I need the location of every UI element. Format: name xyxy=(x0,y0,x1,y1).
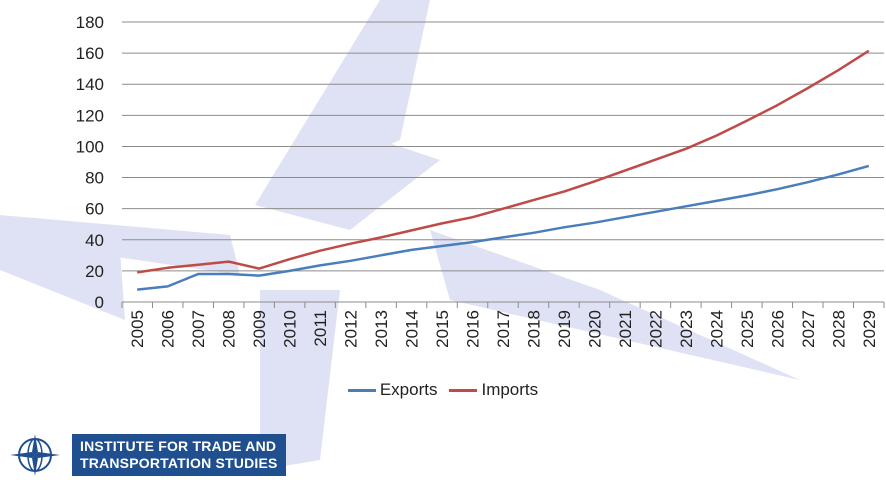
x-tick-label: 2027 xyxy=(799,310,818,348)
x-tick-label: 2024 xyxy=(707,310,726,348)
gridlines xyxy=(122,21,884,303)
x-tick-label: 2029 xyxy=(860,310,879,348)
legend-swatch-imports xyxy=(449,388,478,392)
y-tick-label: 160 xyxy=(76,44,104,63)
x-tick-label: 2007 xyxy=(189,310,208,348)
logo-text: INSTITUTE FOR TRADE AND TRANSPORTATION S… xyxy=(72,434,286,476)
x-tick-label: 2013 xyxy=(372,310,391,348)
x-tick-label: 2019 xyxy=(555,310,574,348)
y-tick-label: 180 xyxy=(76,13,104,32)
y-tick-label: 80 xyxy=(85,169,104,188)
x-tick-label: 2011 xyxy=(311,310,330,347)
legend-label-imports: Imports xyxy=(481,380,539,399)
x-tick-label: 2025 xyxy=(738,310,757,348)
y-tick-label: 0 xyxy=(95,293,104,312)
x-tick-label: 2015 xyxy=(433,310,452,348)
legend: Exports Imports xyxy=(0,380,886,400)
y-tick-label: 40 xyxy=(85,231,104,250)
legend-item-exports: Exports xyxy=(347,380,438,400)
x-tick-label: 2010 xyxy=(281,310,300,348)
x-axis: 2005 2006 2007 2008 2009 2010 2011 2012 2013 2014… xyxy=(121,301,885,348)
legend-label-exports: Exports xyxy=(379,380,438,399)
y-tick-label: 60 xyxy=(85,200,104,219)
y-tick-label: 100 xyxy=(76,137,104,156)
y-axis: 0 20 40 60 80 100 120 140 160 180 xyxy=(76,13,104,312)
x-tick-label: 2005 xyxy=(128,310,147,348)
x-tick-label: 2021 xyxy=(616,310,635,348)
y-tick-label: 120 xyxy=(76,106,104,125)
x-tick-label: 2020 xyxy=(585,310,604,348)
x-tick-label: 2028 xyxy=(829,310,848,348)
y-tick-label: 20 xyxy=(85,262,104,281)
x-tick-label: 2016 xyxy=(464,310,483,348)
x-tick-label: 2017 xyxy=(494,310,513,348)
institute-logo: INSTITUTE FOR TRADE AND TRANSPORTATION S… xyxy=(6,432,288,478)
x-tick-label: 2008 xyxy=(220,310,239,348)
x-tick-label: 2009 xyxy=(250,310,269,348)
logo-line-2: TRANSPORTATION STUDIES xyxy=(80,455,278,471)
x-tick-label: 2006 xyxy=(159,310,178,348)
series-lines xyxy=(137,49,870,291)
compass-globe-icon xyxy=(10,434,60,476)
y-tick-label: 140 xyxy=(76,75,104,94)
x-tick-label: 2018 xyxy=(524,310,543,348)
x-tick-label: 2014 xyxy=(403,310,422,348)
x-tick-label: 2023 xyxy=(677,310,696,348)
x-tick-label: 2026 xyxy=(768,310,787,348)
x-tick-label: 2022 xyxy=(646,310,665,348)
legend-item-imports: Imports xyxy=(449,380,538,400)
logo-line-1: INSTITUTE FOR TRADE AND xyxy=(80,438,277,454)
legend-swatch-exports xyxy=(347,388,376,392)
x-tick-label: 2012 xyxy=(342,310,361,348)
